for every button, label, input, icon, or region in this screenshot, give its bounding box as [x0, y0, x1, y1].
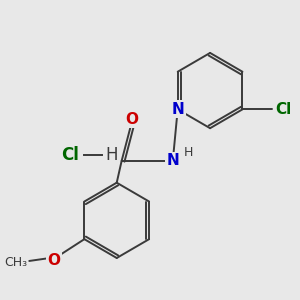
Text: O: O: [125, 112, 138, 127]
Text: CH₃: CH₃: [4, 256, 27, 269]
Text: H: H: [184, 146, 193, 160]
Text: N: N: [167, 153, 179, 168]
Text: H: H: [106, 146, 118, 164]
Text: Cl: Cl: [61, 146, 79, 164]
Text: Cl: Cl: [276, 102, 292, 117]
Text: O: O: [47, 254, 60, 268]
Text: N: N: [171, 102, 184, 117]
